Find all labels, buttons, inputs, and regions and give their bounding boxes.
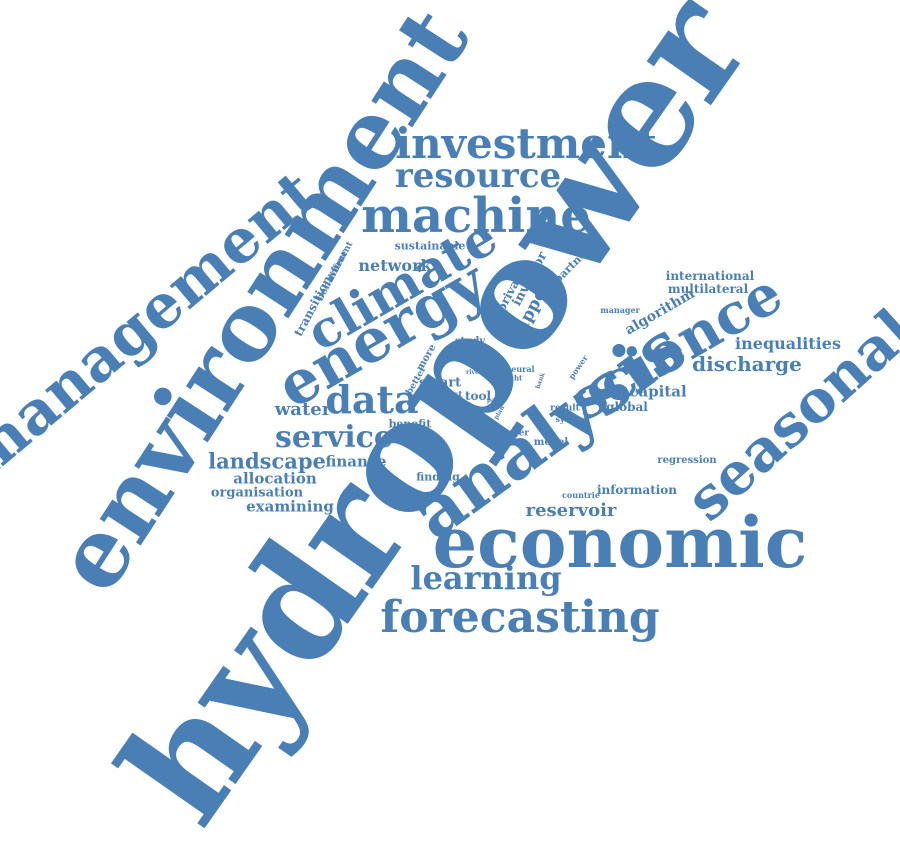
word-river: river	[466, 369, 482, 376]
word-service: service	[275, 420, 393, 455]
word-multilateral: multilateral	[667, 282, 749, 296]
word-manager: manager	[600, 305, 640, 315]
word-discharge: discharge	[692, 352, 802, 376]
word-machine: machine	[361, 188, 591, 244]
word-study: study	[454, 336, 486, 347]
word-information: information	[596, 483, 678, 497]
word-allocation: allocation	[233, 469, 317, 488]
word-regression: regression	[657, 455, 717, 466]
word-scht: scht	[505, 373, 523, 383]
word-neural: neural	[505, 364, 535, 374]
word-past: past	[486, 397, 502, 404]
word-data: data	[325, 377, 419, 422]
word-sustainable: sustainable	[394, 239, 466, 253]
word-tool: tool	[464, 389, 492, 403]
word-finance: finance	[325, 452, 387, 471]
word-finding: finding	[416, 470, 460, 484]
word-benefit: benefit	[388, 417, 432, 431]
word-forecasting: forecasting	[380, 592, 660, 643]
word-result: result	[550, 403, 580, 414]
word-system: system	[555, 414, 587, 424]
word-international: international	[665, 269, 755, 283]
word-economic: economic	[432, 501, 808, 584]
word-examining: examining	[246, 497, 334, 516]
word-network: network	[358, 256, 432, 275]
word-learning: learning	[410, 559, 562, 597]
word-user: user	[506, 428, 530, 439]
word-cost: cost	[441, 390, 463, 401]
word-model: model	[533, 437, 569, 448]
word-smart: smart	[418, 375, 462, 391]
word-inequalities: inequalities	[735, 334, 841, 353]
word-reservoir: reservoir	[525, 500, 617, 521]
word-global: global	[606, 400, 648, 414]
word-countrie: countrie	[562, 490, 600, 500]
word-organisation: organisation	[210, 485, 304, 501]
word-capital: capital	[629, 382, 687, 401]
word-resource: resource	[394, 156, 562, 196]
word-investment: investment	[395, 119, 657, 168]
word-water: water	[274, 399, 332, 420]
word-landscape: landscape	[208, 448, 326, 474]
